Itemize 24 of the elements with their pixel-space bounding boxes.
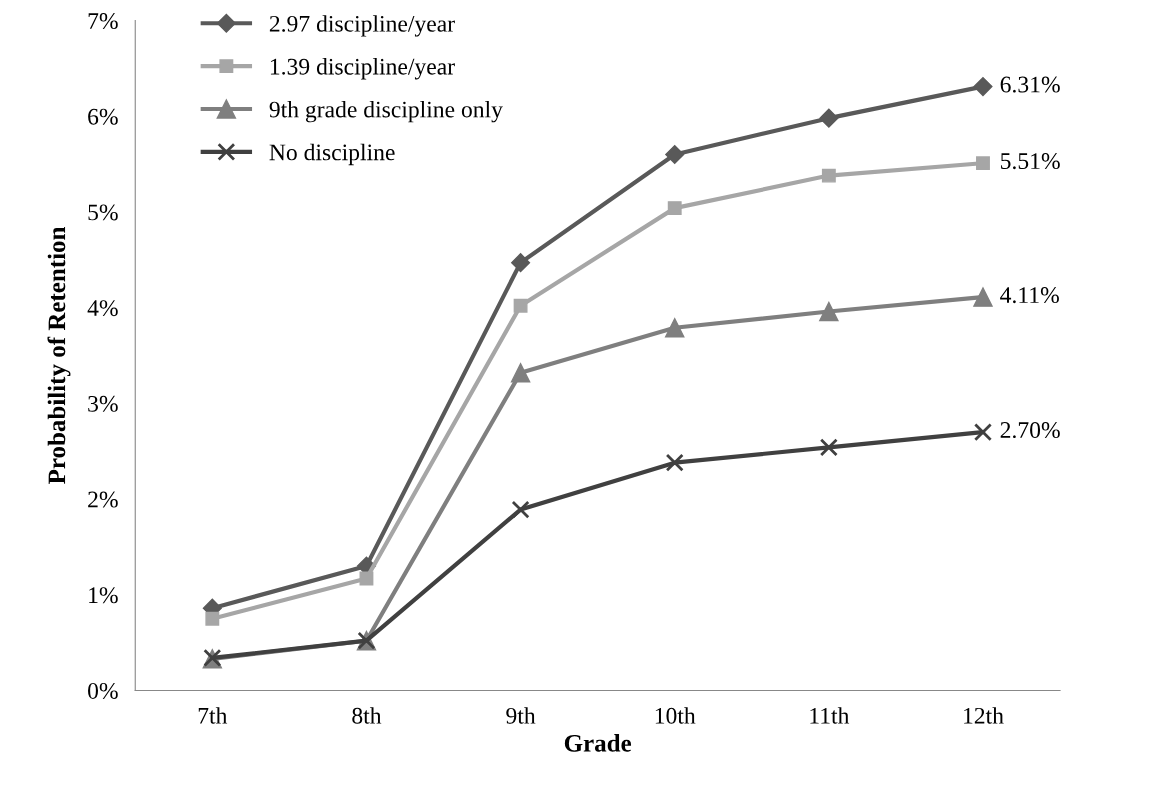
x-tick-label: 9th [506, 707, 536, 724]
y-tick-label: 2% [88, 491, 118, 508]
x-tick-label: 11th [810, 707, 850, 724]
y-axis-title: Probability of Retention [47, 226, 71, 485]
y-tick-label: 0% [88, 682, 118, 699]
y-tick-label: 5% [88, 204, 118, 221]
y-tick-label: 4% [87, 300, 118, 317]
x-axis-title: Grade [564, 734, 632, 752]
legend-label: 1.39 discipline/year [270, 58, 455, 80]
x-tick-label: 10th [655, 707, 696, 724]
y-tick-label: 3% [88, 395, 118, 412]
data-label: 2.70% [1000, 422, 1060, 439]
legend-label: 9th grade discipline only [269, 100, 503, 123]
legend-label: 2.97 discipline/year [269, 15, 455, 37]
data-label: 5.51% [1001, 153, 1060, 170]
x-tick-label: 7th [198, 707, 228, 724]
y-tick-label: 1% [89, 587, 118, 604]
y-tick-label: 7% [88, 13, 118, 30]
y-tick-label: 6% [88, 108, 118, 125]
legend-label: No discipline [269, 143, 395, 166]
data-label: 4.11% [1000, 287, 1059, 304]
data-label: 6.31% [1000, 76, 1060, 93]
x-tick-label: 8th [352, 707, 382, 724]
x-tick-label: 12th [964, 707, 1004, 724]
